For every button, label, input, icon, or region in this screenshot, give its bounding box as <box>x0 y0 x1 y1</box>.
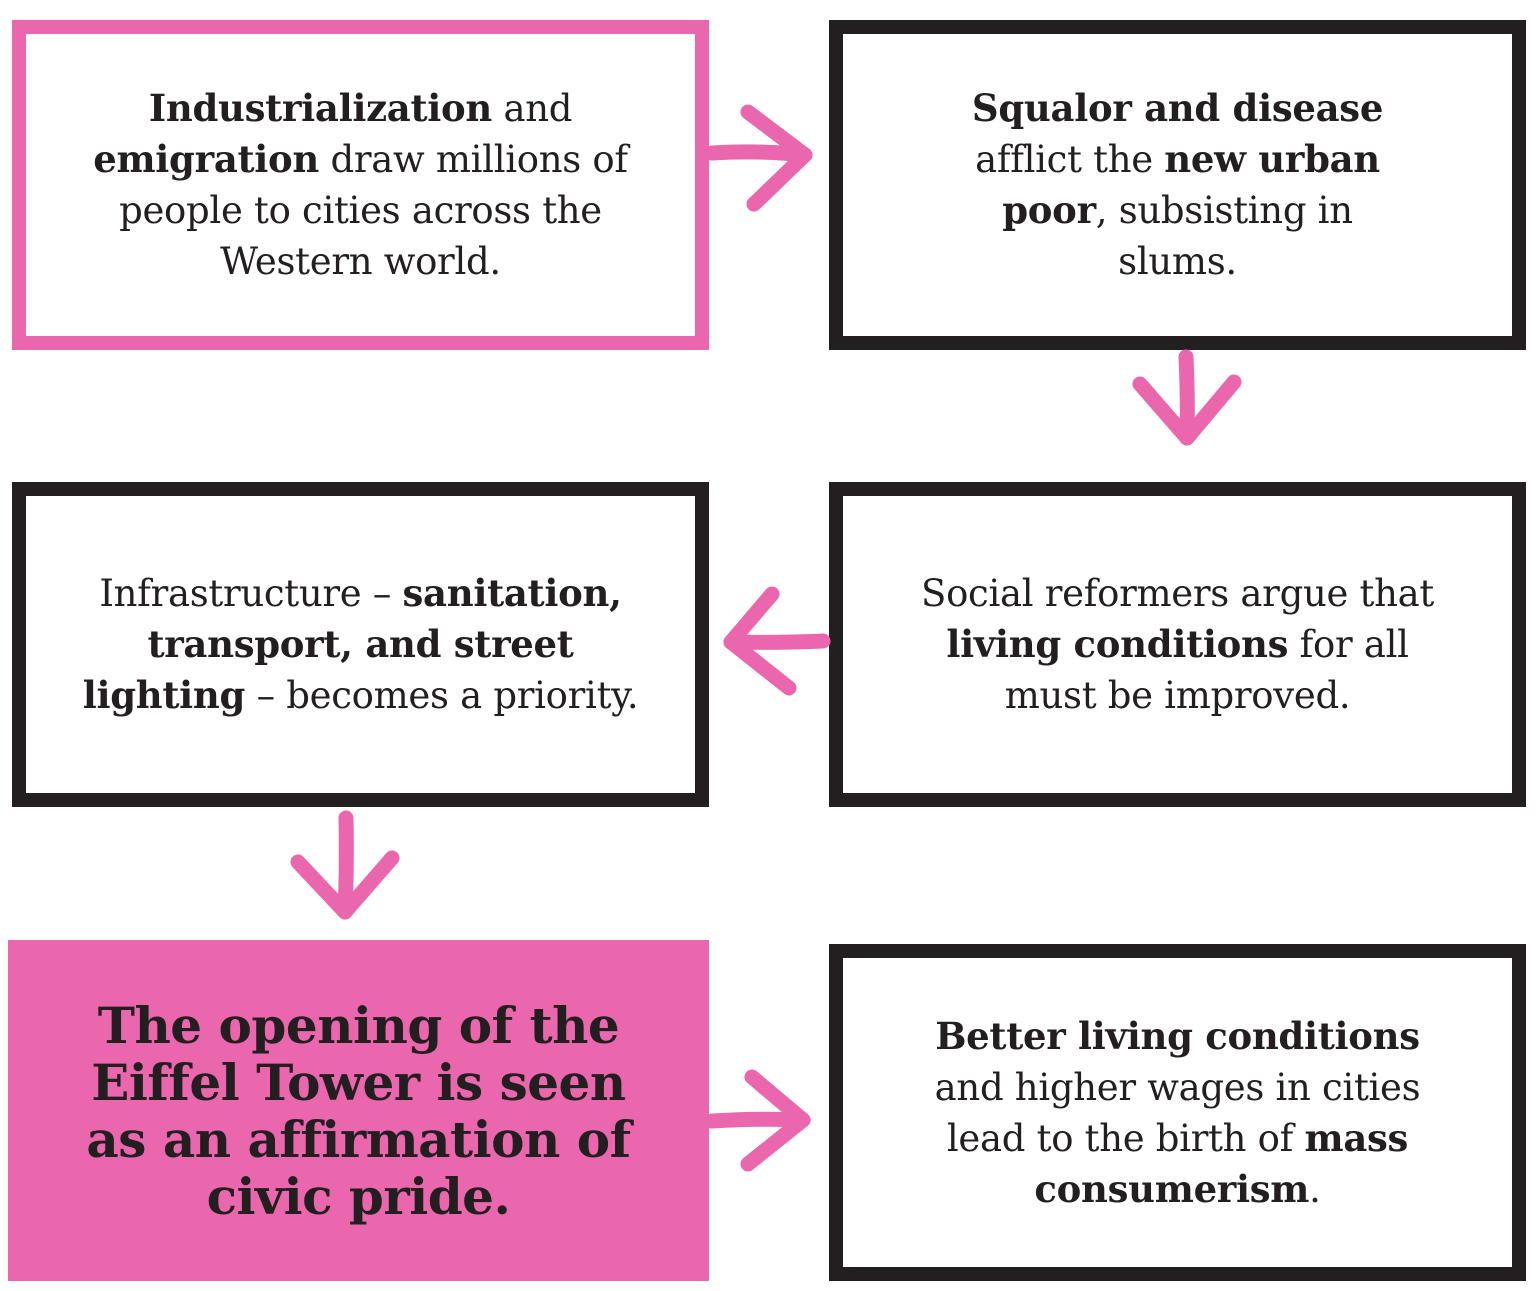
industrialization-box: Industrialization and emigration draw mi… <box>12 20 709 350</box>
mass-consumerism-bold-term: mass consumerism <box>1034 1115 1409 1211</box>
industrialization-tail: draw millions of people to cities across… <box>119 138 628 283</box>
emigration-bold-term: emigration <box>93 137 320 181</box>
living-conditions-bold-term: living conditions <box>946 622 1289 666</box>
consumerism-box: Better living conditions and higher wage… <box>829 944 1526 1281</box>
infrastructure-box: Infrastructure – sanitation, transport, … <box>12 482 709 807</box>
infrastructure-text: Infrastructure – sanitation, transport, … <box>66 568 656 721</box>
reformers-text: Social reformers argue that living condi… <box>908 568 1448 721</box>
consumerism-tail: . <box>1309 1167 1321 1211</box>
reformers-box: Social reformers argue that living condi… <box>829 482 1526 807</box>
infrastructure-lead: Infrastructure – <box>99 572 403 615</box>
better-living-bold-term: Better living conditions <box>935 1013 1420 1058</box>
infrastructure-tail: – becomes a priority. <box>245 674 639 717</box>
reformers-tail: for all must be improved. <box>1004 623 1409 717</box>
urban-poor-bold-term: new urban poor <box>1002 137 1380 232</box>
industrialization-connector: and <box>492 87 573 130</box>
consumerism-connector: and higher wages in cities lead to the b… <box>934 1065 1421 1160</box>
eiffel-tower-box: The opening of the Eiffel Tower is seen … <box>8 940 709 1281</box>
arrow-down-left <box>290 810 400 920</box>
eiffel-tower-text: The opening of the Eiffel Tower is seen … <box>86 995 631 1226</box>
arrow-right-bottom <box>704 1069 811 1172</box>
squalor-box: Squalor and disease afflict the new urba… <box>829 20 1526 350</box>
infrastructure-bold-term: sanitation, transport, and street lighti… <box>82 571 622 717</box>
reformers-lead: Social reformers argue that <box>921 572 1434 615</box>
squalor-text: Squalor and disease afflict the new urba… <box>963 83 1393 287</box>
squalor-connector: afflict the <box>975 138 1165 181</box>
squalor-bold-term: Squalor and disease <box>971 86 1384 130</box>
industrialization-text: Industrialization and emigration draw mi… <box>81 83 641 287</box>
arrow-left-middle <box>723 586 831 696</box>
squalor-tail: , subsisting in slums. <box>1095 189 1353 283</box>
arrow-right-top <box>704 104 813 212</box>
consumerism-text: Better living conditions and higher wage… <box>898 1011 1458 1215</box>
arrow-down-right <box>1132 349 1242 446</box>
industrialization-bold-term: Industrialization <box>148 86 492 130</box>
